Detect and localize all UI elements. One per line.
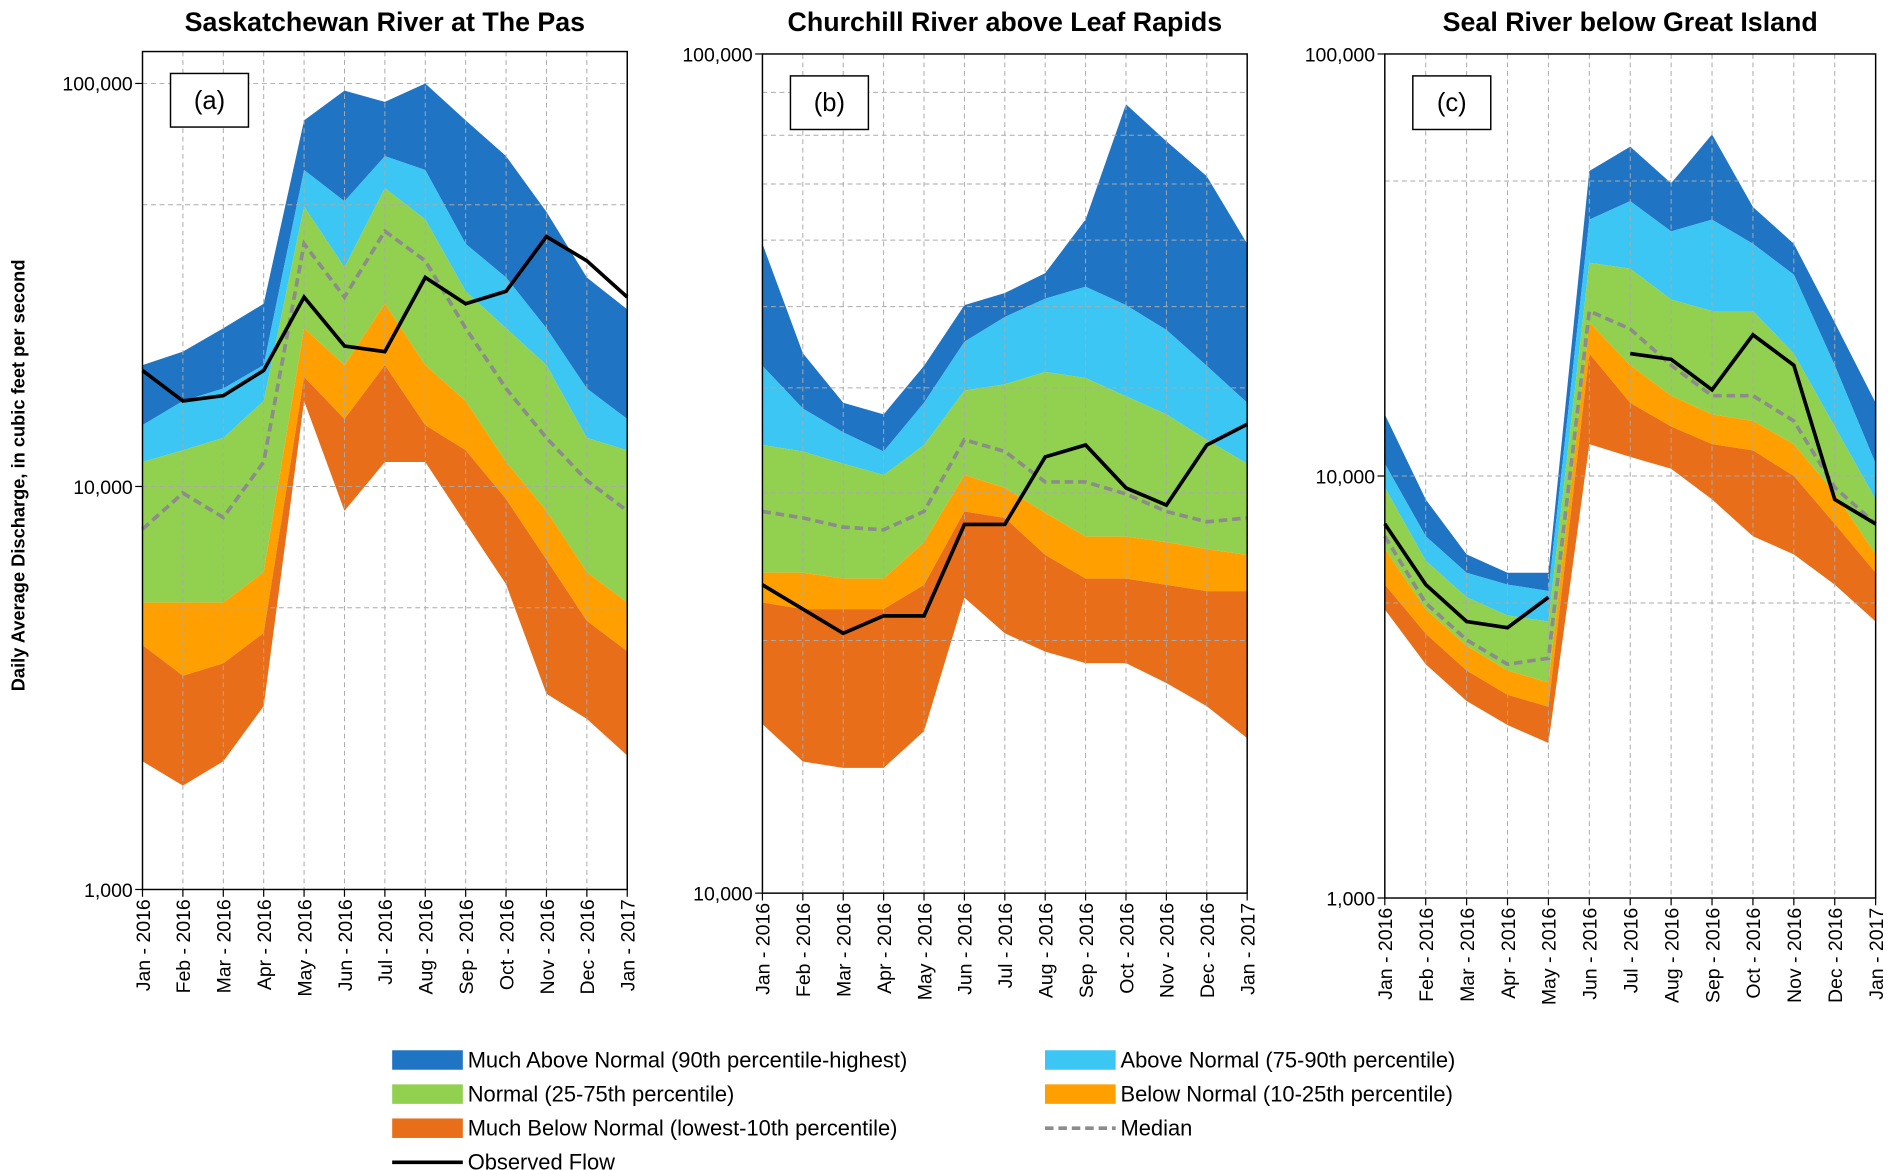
median-line — [141, 228, 629, 531]
percentile-band — [1384, 262, 1876, 683]
x-tick-label: Jan - 2016 — [753, 903, 775, 995]
x-tick-label: Aug - 2016 — [416, 899, 438, 994]
percentile-band — [142, 83, 628, 426]
panel-label: (c) — [1437, 89, 1467, 117]
legend-label: Observed Flow — [468, 1150, 615, 1170]
x-tick-label: Mar - 2016 — [834, 903, 856, 997]
y-tick-label: 1,000 — [84, 880, 133, 902]
x-tick-label: Aug - 2016 — [1036, 903, 1058, 998]
x-tick-label: Apr - 2016 — [1498, 908, 1520, 999]
legend-label: Above Normal (75-90th percentile) — [1121, 1047, 1456, 1072]
panel: 1,000 10,000 100,000 Jan - 2016 Feb - 2016 Ma… — [1305, 7, 1888, 1005]
y-tick-label: 10,000 — [693, 883, 753, 905]
x-tick-label: Apr - 2016 — [254, 899, 276, 990]
percentile-band — [1384, 201, 1876, 622]
observed-line — [1383, 332, 1877, 630]
x-tick-label: Jul - 2016 — [375, 899, 397, 985]
x-tick-label: Sep - 2016 — [456, 899, 478, 994]
y-tick-label: 10,000 — [73, 477, 133, 499]
legend-label: Much Below Normal (lowest-10th percentil… — [468, 1116, 898, 1141]
y-tick-label: 100,000 — [62, 74, 133, 96]
x-tick-label: Jun - 2016 — [1580, 908, 1602, 1000]
x-tick-label: Oct - 2016 — [496, 899, 518, 990]
panel-label: (a) — [194, 87, 225, 115]
x-tick-label: Feb - 2016 — [1416, 908, 1438, 1002]
x-tick-label: May - 2016 — [1539, 908, 1561, 1005]
x-tick-label: Jul - 2016 — [995, 903, 1017, 989]
x-tick-label: Jan - 2017 — [1237, 903, 1259, 995]
percentile-band — [142, 365, 628, 786]
observed-line — [141, 234, 629, 403]
y-tick-label: 1,000 — [1326, 888, 1375, 910]
legend-label: Median — [1121, 1116, 1193, 1141]
legend-swatch — [392, 1118, 463, 1138]
legend-label: Below Normal (10-25th percentile) — [1121, 1081, 1453, 1106]
panel-label-box — [169, 72, 250, 128]
x-tick-label: Dec - 2016 — [577, 899, 599, 994]
x-tick-label: Jan - 2016 — [133, 899, 155, 991]
legend-label: Much Above Normal (90th percentile-highe… — [468, 1047, 908, 1072]
legend-swatch — [392, 1084, 463, 1104]
x-tick-label: Apr - 2016 — [874, 903, 896, 994]
x-tick-label: May - 2016 — [294, 899, 316, 996]
y-tick-label: 10,000 — [1316, 466, 1376, 488]
x-tick-label: Mar - 2016 — [1457, 908, 1479, 1002]
median-line — [762, 437, 1248, 532]
x-tick-label: Nov - 2016 — [1157, 903, 1179, 998]
chart-title: Saskatchewan River at The Pas — [185, 7, 585, 37]
panel-label: (b) — [814, 89, 845, 117]
x-tick-label: Oct - 2016 — [1116, 903, 1138, 994]
x-tick-label: Jan - 2017 — [1866, 908, 1888, 1000]
x-tick-label: Jun - 2016 — [335, 899, 357, 991]
chart-title: Churchill River above Leaf Rapids — [788, 7, 1223, 37]
x-tick-label: Jul - 2016 — [1621, 908, 1643, 993]
legend-swatch — [392, 1050, 463, 1070]
y-tick-label: 100,000 — [682, 44, 753, 66]
x-tick-label: Jun - 2016 — [955, 903, 977, 995]
x-tick-label: Oct - 2016 — [1743, 908, 1765, 999]
x-tick-label: Jan - 2017 — [618, 899, 640, 991]
x-tick-label: Feb - 2016 — [173, 899, 195, 993]
legend-swatch — [1045, 1050, 1116, 1070]
observed-line — [761, 422, 1249, 636]
x-tick-label: Dec - 2016 — [1197, 903, 1219, 998]
legend-label: Normal (25-75th percentile) — [468, 1081, 735, 1106]
x-tick-label: Jan - 2016 — [1375, 908, 1397, 1000]
x-tick-label: Nov - 2016 — [1784, 908, 1806, 1003]
median-line — [1383, 308, 1877, 667]
x-tick-label: Sep - 2016 — [1702, 908, 1724, 1003]
panel-label-box — [1412, 75, 1492, 131]
panel: 1,000 10,000 100,000 Jan - 2016 Feb - 2016 Ma… — [62, 7, 639, 997]
panel-label-box — [789, 75, 870, 131]
panel: 10,000 100,000 Jan - 2016 Feb - 2016 Mar - 2… — [682, 7, 1259, 1000]
x-tick-label: Feb - 2016 — [793, 903, 815, 997]
x-tick-label: Mar - 2016 — [214, 899, 236, 993]
legend-swatch — [1045, 1084, 1116, 1104]
x-tick-label: Sep - 2016 — [1076, 903, 1098, 998]
x-tick-label: Dec - 2016 — [1825, 908, 1847, 1003]
chart-title: Seal River below Great Island — [1443, 7, 1818, 37]
y-axis-label: Daily Average Discharge, in cubic feet p… — [7, 260, 28, 692]
x-tick-label: Aug - 2016 — [1661, 908, 1683, 1003]
x-tick-label: May - 2016 — [914, 903, 936, 1000]
x-tick-label: Nov - 2016 — [537, 899, 559, 994]
y-tick-label: 100,000 — [1305, 44, 1376, 66]
